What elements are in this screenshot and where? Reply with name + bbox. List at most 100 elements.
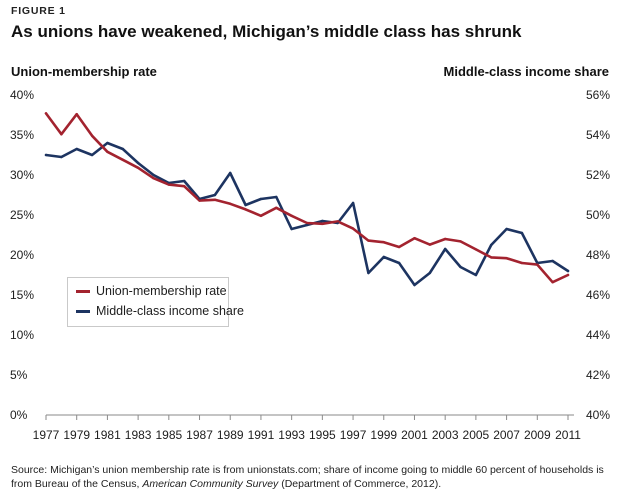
x-tick-label: 1987 — [186, 428, 213, 442]
x-tick-label: 1991 — [248, 428, 275, 442]
left-axis: 0% 5% 10% 15% 20% 25% 30% 35% 40% — [10, 88, 34, 422]
data-point-middle-class — [229, 171, 232, 175]
source-text-italic: American Community Survey — [142, 478, 279, 490]
left-tick-label: 25% — [10, 208, 34, 222]
legend-label-middle: Middle-class income share — [96, 304, 244, 318]
right-tick-label: 40% — [586, 408, 610, 422]
data-point-middle-class — [121, 147, 124, 151]
data-point-middle-class — [397, 261, 401, 265]
source-text-part2: (Department of Commerce, 2012). — [278, 478, 442, 490]
data-point-union — [321, 222, 324, 225]
x-tick-label: 1989 — [217, 428, 244, 442]
legend-swatch-middle — [76, 309, 90, 313]
right-tick-label: 52% — [586, 168, 610, 182]
x-tick-label: 1985 — [155, 428, 182, 442]
data-point-middle-class — [459, 265, 462, 269]
x-tick-label: 1977 — [33, 428, 60, 442]
legend-item-middle: Middle-class income share — [76, 304, 244, 318]
x-tick-label: 1981 — [94, 428, 121, 442]
data-point-union — [413, 237, 416, 240]
data-point-union — [44, 112, 48, 115]
left-axis-title: Union-membership rate — [11, 64, 157, 79]
legend: Union-membership rate Middle-class incom… — [67, 277, 244, 327]
data-point-union — [520, 261, 524, 265]
data-point-middle-class — [367, 271, 370, 275]
x-tick-label: 2007 — [493, 428, 520, 442]
data-point-middle-class — [275, 195, 278, 199]
data-point-union — [459, 240, 462, 243]
data-point-union — [275, 206, 278, 209]
data-point-middle-class — [490, 243, 493, 247]
data-point-union — [397, 245, 401, 249]
left-tick-label: 30% — [10, 168, 34, 182]
x-tick-label: 1995 — [309, 428, 336, 442]
source-note: Source: Michigan’s union membership rate… — [11, 463, 611, 491]
data-point-middle-class — [152, 173, 155, 177]
right-tick-label: 54% — [586, 128, 610, 142]
data-point-union — [505, 257, 508, 260]
data-point-union — [428, 243, 432, 246]
data-point-union — [136, 166, 140, 169]
left-tick-label: 0% — [10, 408, 28, 422]
data-point-middle-class — [382, 255, 385, 259]
right-tick-label: 56% — [586, 88, 610, 102]
figure-label: FIGURE 1 — [11, 5, 66, 17]
x-tick-label: 2005 — [463, 428, 490, 442]
data-point-middle-class — [443, 247, 447, 251]
data-point-union — [152, 177, 155, 180]
right-axis: 40% 42% 44% 46% 48% 50% 52% 54% 56% — [586, 88, 610, 422]
x-tick-label: 1993 — [278, 428, 305, 442]
data-point-union — [90, 134, 94, 137]
data-point-union — [382, 241, 385, 244]
data-point-union — [198, 199, 201, 202]
x-tick-label: 2011 — [555, 428, 581, 442]
right-tick-label: 48% — [586, 248, 610, 262]
data-point-union — [290, 214, 293, 217]
data-point-middle-class — [60, 155, 63, 159]
data-point-union — [443, 237, 447, 241]
left-tick-label: 20% — [10, 248, 34, 262]
data-point-middle-class — [305, 223, 309, 227]
data-point-union — [336, 220, 339, 223]
data-point-middle-class — [213, 193, 217, 197]
source-text-part1: Source: Michigan’s union membership rate… — [11, 464, 604, 490]
data-point-middle-class — [474, 273, 478, 277]
data-point-middle-class — [413, 283, 416, 287]
data-point-middle-class — [351, 201, 355, 205]
series-line-middle-class-income-share — [44, 141, 570, 287]
data-point-middle-class — [428, 271, 432, 275]
data-point-middle-class — [136, 161, 140, 165]
data-point-union — [259, 214, 263, 217]
legend-item-union: Union-membership rate — [76, 284, 227, 298]
data-point-middle-class — [244, 203, 247, 207]
data-point-union — [244, 208, 247, 211]
x-axis: 1977 1979 1981 1983 1985 1987 1989 1991 1993 1995… — [33, 415, 581, 442]
data-point-union — [167, 183, 171, 186]
data-point-middle-class — [520, 231, 524, 235]
left-tick-label: 10% — [10, 328, 34, 342]
data-point-middle-class — [321, 219, 324, 223]
right-tick-label: 50% — [586, 208, 610, 222]
data-point-union — [474, 248, 478, 251]
chart-title: As unions have weakened, Michigan’s midd… — [11, 22, 522, 41]
right-tick-label: 46% — [586, 288, 610, 302]
data-point-union — [60, 133, 63, 136]
right-tick-label: 44% — [586, 328, 610, 342]
x-tick-label: 1997 — [340, 428, 367, 442]
x-tick-label: 2009 — [524, 428, 551, 442]
data-point-union — [566, 273, 570, 277]
data-point-union — [75, 113, 78, 116]
series-line-union-membership-rate — [44, 112, 570, 284]
data-point-middle-class — [182, 179, 186, 183]
left-tick-label: 35% — [10, 128, 34, 142]
data-point-union — [106, 150, 109, 153]
data-point-union — [182, 185, 186, 188]
data-point-union — [351, 227, 355, 230]
x-tick-label: 1983 — [125, 428, 152, 442]
right-axis-title: Middle-class income share — [443, 64, 609, 79]
data-point-middle-class — [551, 259, 554, 263]
right-tick-label: 42% — [586, 368, 610, 382]
data-point-union — [305, 221, 309, 225]
data-point-union — [490, 256, 493, 259]
